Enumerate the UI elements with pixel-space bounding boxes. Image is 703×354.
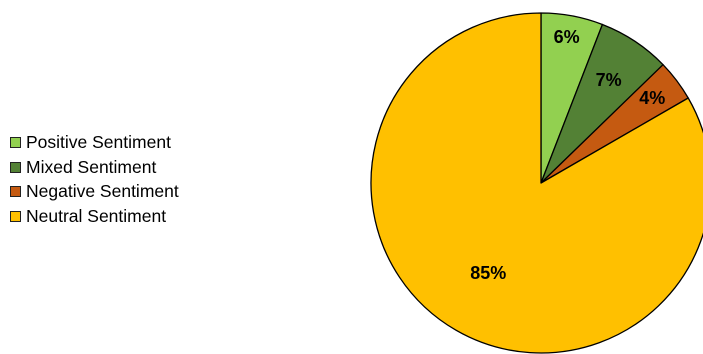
legend-item-positive: Positive Sentiment [10, 130, 179, 155]
legend-item-mixed: Mixed Sentiment [10, 155, 179, 180]
chart-legend: Positive Sentiment Mixed Sentiment Negat… [10, 130, 179, 229]
legend-item-neutral: Neutral Sentiment [10, 204, 179, 229]
legend-swatch-neutral [10, 210, 21, 222]
pie-slice-neutral [370, 12, 703, 354]
data-label-neutral: 85% [470, 263, 506, 283]
legend-item-negative: Negative Sentiment [10, 179, 179, 204]
legend-label-mixed: Mixed Sentiment [26, 156, 157, 177]
legend-label-negative: Negative Sentiment [26, 181, 179, 202]
legend-swatch-mixed [10, 161, 21, 173]
legend-label-neutral: Neutral Sentiment [26, 205, 167, 226]
legend-swatch-negative [10, 186, 21, 198]
data-label-positive: 6% [554, 27, 580, 47]
data-label-mixed: 7% [596, 70, 622, 90]
data-label-negative: 4% [639, 88, 665, 108]
legend-swatch-positive [10, 136, 21, 148]
legend-label-positive: Positive Sentiment [26, 131, 171, 152]
